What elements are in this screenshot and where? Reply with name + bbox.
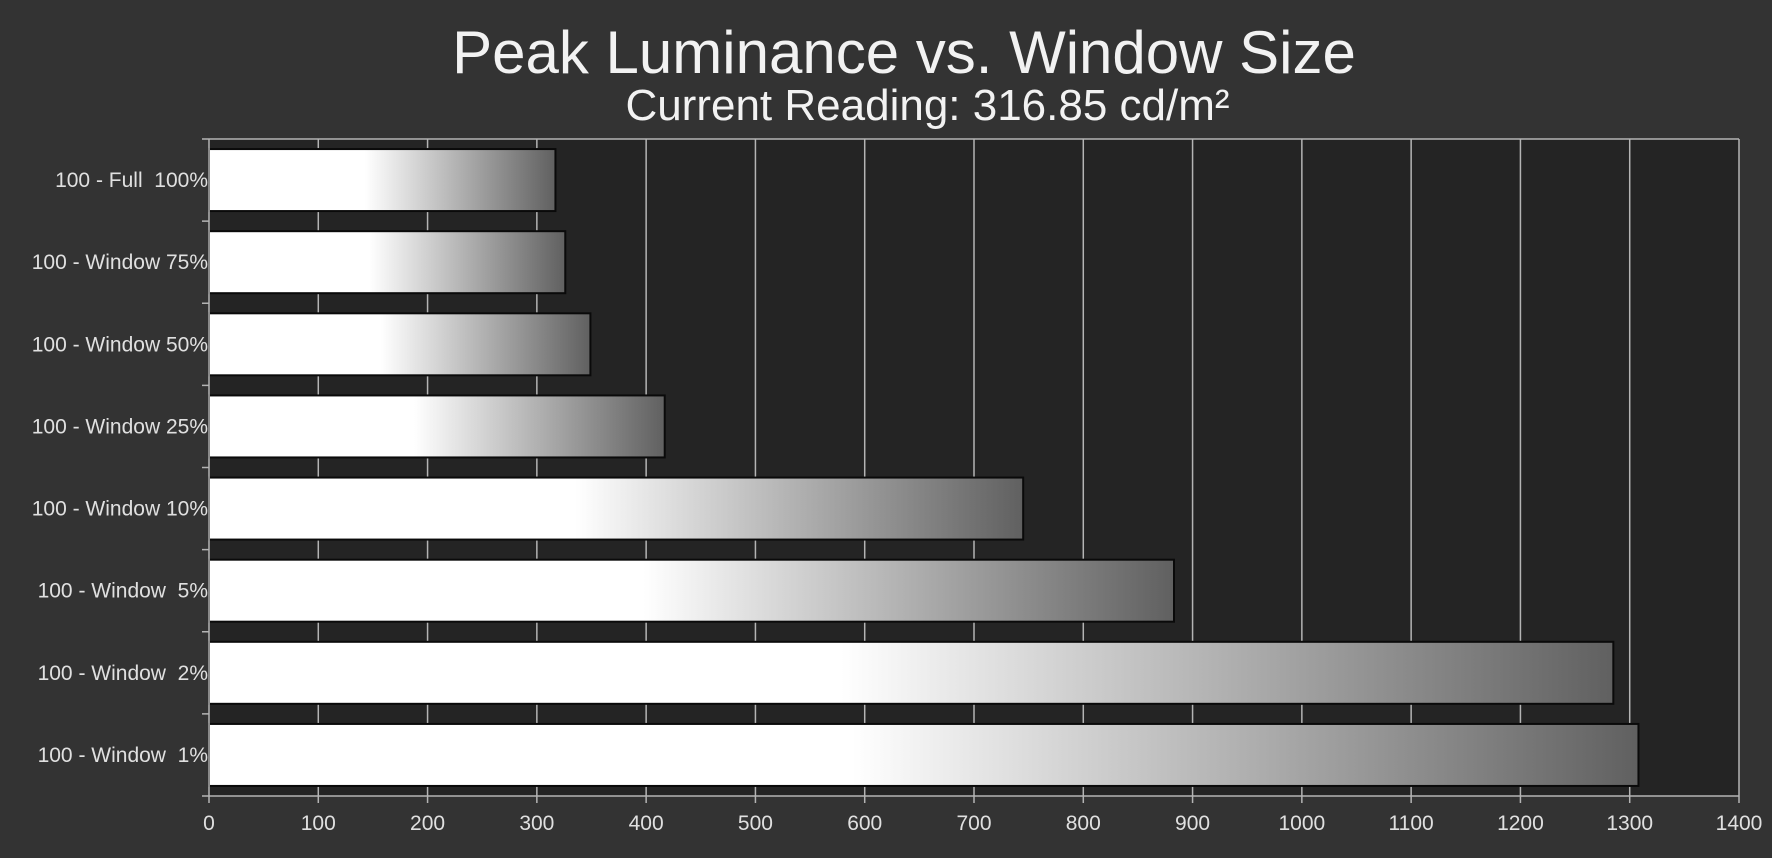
bar	[208, 312, 592, 377]
x-tick-label: 1000	[1278, 812, 1325, 835]
x-tick-label: 1300	[1606, 812, 1653, 835]
labels: 0 100 200 300 400 500 600 700 800 900 1000 1100 1200…	[32, 169, 1763, 835]
y-category-label: 100 - Window 10%	[32, 498, 208, 521]
y-category-label: 100 - Window 5%	[38, 580, 208, 603]
bar	[208, 394, 666, 459]
bar	[208, 148, 557, 213]
y-category-label: 100 - Window 1%	[38, 744, 208, 767]
x-tick-label: 200	[410, 812, 445, 835]
y-category-label: 100 - Window 75%	[32, 251, 208, 274]
x-tick-label: 100	[301, 812, 336, 835]
x-tick-label: 700	[956, 812, 991, 835]
chart-title: Peak Luminance vs. Window Size	[452, 19, 1356, 86]
x-tick-label: 0	[203, 812, 215, 835]
x-tick-label: 900	[1175, 812, 1210, 835]
y-category-label: 100 - Full 100%	[55, 169, 208, 192]
y-category-label: 100 - Window 50%	[32, 333, 208, 356]
x-tick-label: 1200	[1497, 812, 1544, 835]
y-category-label: 100 - Window 2%	[38, 662, 208, 685]
x-tick-label: 500	[738, 812, 773, 835]
chart-subtitle: Current Reading: 316.85 cd/m²	[625, 81, 1230, 130]
bar	[208, 476, 1025, 541]
bar	[208, 640, 1615, 705]
bars	[208, 148, 1640, 787]
x-tick-label: 300	[519, 812, 554, 835]
bar	[208, 722, 1640, 787]
x-tick-label: 600	[847, 812, 882, 835]
x-tick-label: 1100	[1389, 812, 1434, 835]
axes	[202, 138, 1740, 803]
x-tick-label: 400	[629, 812, 664, 835]
bar	[208, 230, 567, 295]
x-tick-label: 1400	[1716, 812, 1763, 835]
y-category-label: 100 - Window 25%	[32, 415, 208, 438]
x-tick-label: 800	[1066, 812, 1101, 835]
bar	[208, 558, 1175, 623]
